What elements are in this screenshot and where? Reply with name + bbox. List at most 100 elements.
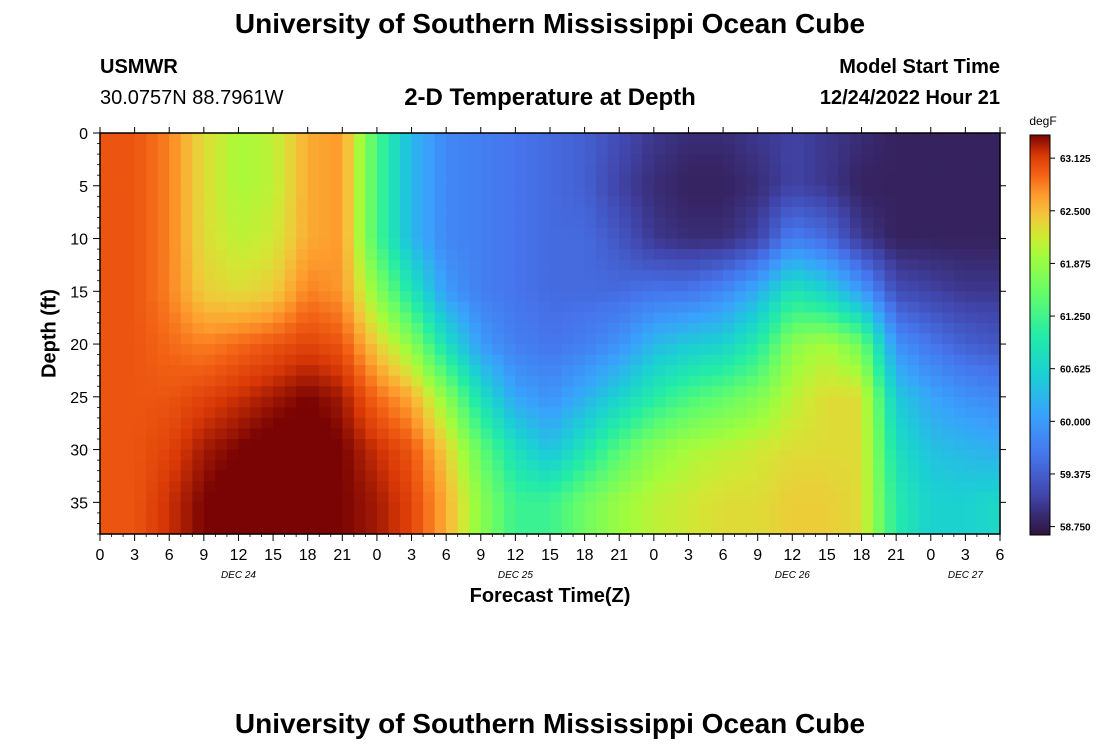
heatmap-cell (976, 259, 990, 271)
heatmap-cell (630, 502, 643, 514)
heatmap-cell (976, 428, 990, 440)
heatmap-cell (619, 460, 632, 472)
heatmap-cell (815, 280, 828, 292)
heatmap-cell (284, 175, 297, 187)
heatmap-cell (584, 460, 597, 472)
heatmap-cell (100, 333, 113, 345)
heatmap-cell (411, 291, 424, 303)
heatmap-cell (665, 481, 678, 493)
heatmap-cell (930, 439, 943, 451)
heatmap-cell (457, 164, 470, 176)
heatmap-cell (607, 396, 620, 408)
heatmap-cell (919, 249, 932, 261)
heatmap-cell (596, 206, 609, 219)
heatmap-cell (250, 396, 263, 408)
heatmap-cell (573, 175, 586, 187)
heatmap-cell (619, 259, 632, 271)
heatmap-cell (261, 491, 274, 503)
heatmap-cell (642, 206, 655, 219)
heatmap-cell (792, 133, 805, 145)
heatmap-cell (457, 154, 470, 166)
heatmap-cell (850, 417, 863, 430)
heatmap-cell (861, 407, 874, 419)
heatmap-cell (653, 396, 666, 408)
heatmap-cell (850, 133, 863, 145)
heatmap-cell (100, 512, 113, 525)
heatmap-cell (838, 196, 851, 208)
heatmap-cell (538, 301, 551, 313)
heatmap-cell (573, 449, 586, 461)
heatmap-cell (365, 344, 378, 356)
heatmap-cell (873, 386, 886, 398)
heatmap-cell (273, 439, 286, 451)
heatmap-cell (238, 301, 251, 313)
heatmap-cell (826, 407, 840, 419)
heatmap-cell (480, 502, 493, 514)
heatmap-cell (734, 449, 747, 461)
heatmap-cell (238, 280, 251, 292)
heatmap-cell (169, 428, 182, 440)
heatmap-cell (619, 291, 632, 303)
heatmap-cell (850, 280, 863, 292)
heatmap-cell (388, 143, 401, 155)
heatmap-cell (503, 322, 516, 335)
heatmap-cell (353, 185, 366, 197)
heatmap-cell (203, 291, 216, 303)
heatmap-cell (815, 206, 828, 219)
heatmap-cell (688, 175, 701, 187)
heatmap-cell (919, 270, 932, 282)
heatmap-cell (157, 185, 170, 197)
heatmap-cell (838, 344, 851, 356)
heatmap-cell (330, 512, 343, 525)
heatmap-cell (492, 291, 505, 303)
heatmap-cell (861, 449, 874, 461)
heatmap-cell (526, 365, 540, 377)
heatmap-cell (480, 375, 493, 387)
colorbar-tick-label: 59.375 (1060, 470, 1091, 481)
heatmap-cell (953, 312, 966, 324)
heatmap-cell (688, 396, 701, 408)
heatmap-cell (757, 386, 770, 398)
heatmap-cell (919, 301, 932, 313)
heatmap-cell (953, 185, 966, 197)
heatmap-cell (769, 365, 782, 377)
heatmap-cell (146, 154, 159, 166)
heatmap-cell (492, 354, 505, 366)
heatmap-cell (642, 365, 655, 377)
heatmap-cell (630, 396, 643, 408)
heatmap-cell (492, 133, 505, 145)
heatmap-cell (365, 312, 378, 324)
heatmap-cell (561, 206, 574, 219)
heatmap-cell (250, 386, 263, 398)
heatmap-cell (723, 417, 736, 430)
heatmap-cell (561, 386, 574, 398)
heatmap-cell (515, 196, 528, 208)
heatmap-cell (723, 217, 736, 229)
heatmap-cell (861, 386, 874, 398)
heatmap-cell (238, 164, 251, 176)
heatmap-cell (146, 175, 159, 187)
heatmap-cell (192, 428, 205, 440)
heatmap-cell (988, 301, 1001, 313)
heatmap-cell (561, 375, 574, 387)
heatmap-cell (238, 344, 251, 356)
heatmap-cell (965, 417, 978, 430)
heatmap-cell (157, 312, 170, 324)
heatmap-cell (353, 354, 366, 366)
heatmap-cell (446, 291, 459, 303)
heatmap-cell (123, 238, 136, 250)
heatmap-cell (353, 259, 366, 271)
heatmap-cell (353, 333, 366, 345)
heatmap-cell (688, 354, 701, 366)
heatmap-cell (100, 238, 113, 250)
heatmap-cell (919, 217, 932, 229)
heatmap-cell (526, 249, 540, 261)
heatmap-cell (250, 301, 263, 313)
heatmap-cell (342, 396, 355, 408)
heatmap-cell (573, 428, 586, 440)
heatmap-cell (688, 301, 701, 313)
heatmap-cell (411, 185, 424, 197)
heatmap-cell (503, 206, 516, 219)
heatmap-cell (434, 396, 447, 408)
